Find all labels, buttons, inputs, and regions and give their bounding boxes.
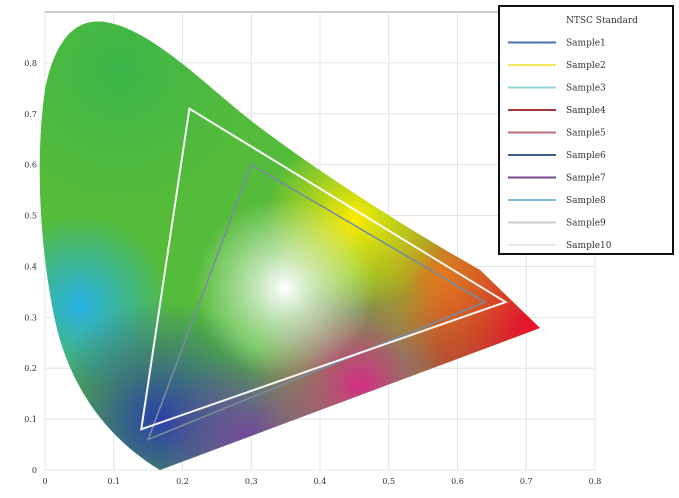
legend-label: Sample9 xyxy=(566,219,606,229)
legend-label: Sample4 xyxy=(566,106,606,116)
y-tick-label: 0.4 xyxy=(24,262,37,271)
legend-label: Sample5 xyxy=(566,129,606,139)
x-tick-label: 0.4 xyxy=(314,477,327,486)
legend: NTSC Standard Sample1 Sample2 Sample3 Sample… xyxy=(498,5,674,255)
gamut-triangles xyxy=(140,107,508,441)
legend-label: Sample7 xyxy=(566,174,606,184)
y-tick-label: 0.8 xyxy=(24,59,37,68)
y-tick-label: 0.3 xyxy=(24,313,37,322)
legend-items: NTSC Standard Sample1 Sample2 Sample3 Sample… xyxy=(508,16,638,251)
x-tick-label: 0.3 xyxy=(245,477,258,486)
gamut-sample1 xyxy=(147,163,487,441)
x-tick-label: 0.2 xyxy=(176,477,189,486)
y-tick-label: 0.6 xyxy=(24,161,37,170)
x-tick-label: 0 xyxy=(42,477,47,486)
x-tick-label: 0.8 xyxy=(589,477,602,486)
x-tick-label: 0.1 xyxy=(107,477,120,486)
y-tick-label: 0.1 xyxy=(24,415,37,424)
gamut-ntsc-standard xyxy=(140,107,508,431)
legend-label: Sample8 xyxy=(566,196,606,206)
x-tick-label: 0.5 xyxy=(382,477,395,486)
x-axis-ticks: 0 0.1 0.2 0.3 0.4 0.5 0.6 0.7 0.8 xyxy=(42,477,601,486)
y-axis-ticks: 0 0.1 0.2 0.3 0.4 0.5 0.6 0.7 0.8 xyxy=(24,59,37,475)
x-tick-label: 0.6 xyxy=(451,477,464,486)
legend-label: NTSC Standard xyxy=(566,16,638,26)
x-tick-label: 0.7 xyxy=(520,477,533,486)
legend-label: Sample6 xyxy=(566,151,606,161)
legend-label: Sample10 xyxy=(566,241,612,251)
y-tick-label: 0.2 xyxy=(24,364,37,373)
y-tick-label: 0.5 xyxy=(24,212,37,221)
legend-label: Sample2 xyxy=(566,61,606,71)
y-tick-label: 0.7 xyxy=(24,110,37,119)
y-tick-label: 0 xyxy=(32,466,37,475)
legend-label: Sample3 xyxy=(566,84,606,94)
legend-label: Sample1 xyxy=(566,39,606,49)
